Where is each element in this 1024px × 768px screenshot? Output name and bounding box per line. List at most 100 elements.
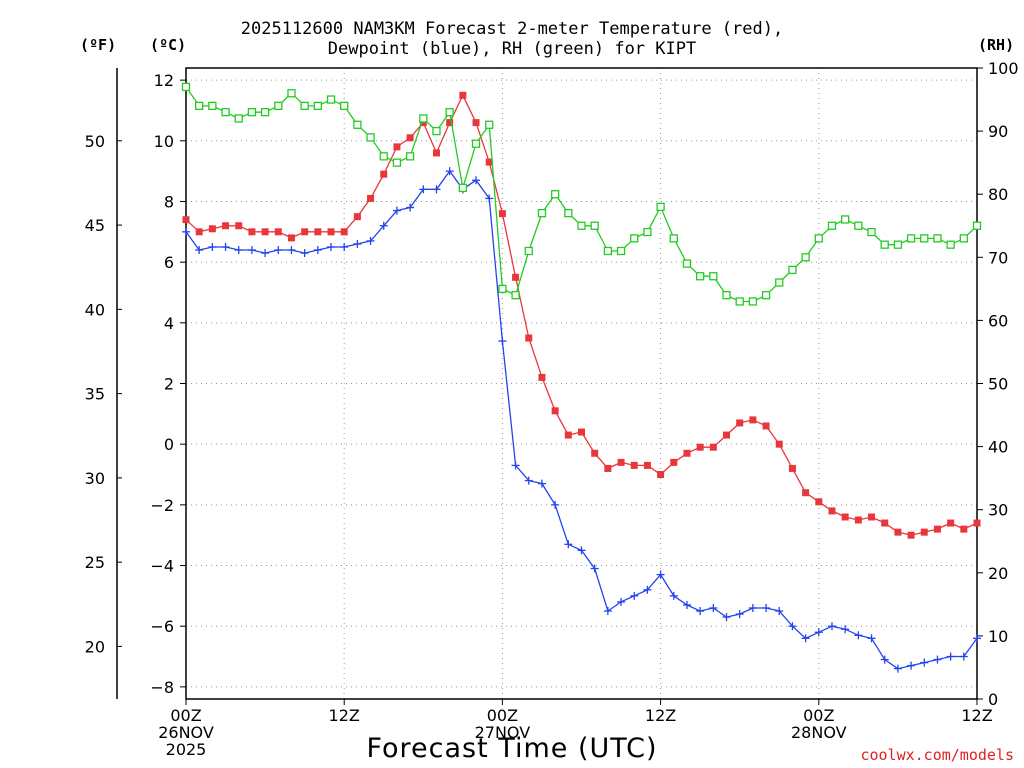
rh-point (696, 272, 705, 281)
dewpoint-series (182, 167, 981, 673)
rh-point (313, 101, 322, 111)
fahrenheit-tick-label: 40 (85, 300, 105, 319)
temperature-point (604, 464, 612, 472)
x-tick-label: 2025 (166, 740, 207, 759)
fahrenheit-tick-label: 20 (85, 637, 105, 656)
chart-title-line-2: Dewpoint (blue), RH (green) for KIPT (327, 39, 697, 59)
dewpoint-point (748, 603, 757, 612)
temperature-point (261, 228, 269, 236)
dewpoint-point (498, 337, 507, 346)
dewpoint-point (313, 246, 322, 255)
rh-tick-label: 40 (988, 438, 1008, 457)
rh-point (603, 246, 613, 256)
dewpoint-point (195, 246, 204, 255)
temperature-point (512, 273, 520, 281)
temperature-point (235, 222, 243, 230)
dewpoint-point (445, 167, 454, 176)
rh-point (274, 101, 283, 111)
dewpoint-point (933, 655, 942, 664)
dewpoint-point (867, 634, 876, 643)
temperature-point (314, 228, 322, 236)
temperature-point (802, 489, 810, 497)
temperature-point (828, 507, 836, 515)
dewpoint-point (300, 249, 309, 258)
temperature-point (551, 407, 559, 415)
dewpoint-point (234, 246, 243, 255)
rh-point (893, 240, 903, 249)
dewpoint-point (669, 591, 678, 600)
rh-point (498, 284, 507, 294)
x-tick-label: 00Z (487, 706, 518, 725)
temperature-point (762, 422, 770, 430)
rh-point (208, 101, 217, 111)
rh-tick-label: 90 (988, 122, 1008, 141)
temperature-point (973, 519, 981, 527)
temperature-point (485, 158, 493, 166)
rh-point (247, 108, 257, 117)
dewpoint-point (511, 461, 520, 470)
rh-point (195, 101, 204, 111)
rh-point (656, 202, 665, 211)
dewpoint-point (340, 242, 349, 251)
dewpoint-point (880, 655, 889, 664)
temperature-point (195, 228, 203, 236)
celsius-tick-label: 2 (164, 375, 174, 394)
celsius-tick-label: 4 (164, 314, 174, 333)
dewpoint-point (419, 185, 428, 194)
rh-tick-label: 80 (988, 185, 1008, 204)
temperature-point (657, 471, 665, 479)
rh-point (366, 133, 375, 142)
dewpoint-point (564, 540, 573, 549)
temperature-point (881, 519, 889, 527)
temperature-point (868, 513, 876, 521)
dewpoint-point (287, 246, 296, 255)
rh-point (550, 190, 560, 199)
dewpoint-point (814, 628, 823, 637)
x-tick-label: 00Z (170, 706, 201, 725)
celsius-tick-label: −2 (150, 496, 174, 515)
temperature-point (696, 443, 704, 451)
rh-point (616, 246, 626, 256)
dewpoint-point (247, 246, 256, 255)
x-axis-title: Forecast Time (UTC) (366, 733, 658, 764)
rh-point (841, 215, 850, 224)
rh-point (392, 158, 402, 167)
dewpoint-point (854, 631, 863, 640)
temperature-point (406, 134, 414, 142)
dewpoint-point (643, 585, 652, 594)
celsius-tick-label: −4 (150, 557, 174, 576)
temperature-point (340, 228, 348, 236)
temperature-point (327, 228, 335, 236)
rh-point (669, 234, 678, 243)
temperature-point (446, 119, 454, 127)
temperature-point (367, 194, 375, 202)
dewpoint-point (801, 634, 810, 643)
rh-point (682, 259, 692, 268)
celsius-tick-label: −6 (150, 617, 174, 636)
temperature-point (841, 513, 849, 521)
temperature-point (472, 119, 480, 127)
rh-tick-label: 30 (988, 501, 1008, 520)
temperature-point (920, 528, 928, 536)
rh-point (972, 221, 982, 230)
dewpoint-point (327, 242, 336, 251)
temperature-point (525, 334, 533, 342)
celsius-tick-label: 10 (154, 132, 174, 151)
rh-tick-label: 20 (988, 564, 1008, 583)
dewpoint-point (353, 239, 362, 248)
rh-point (405, 152, 415, 161)
temperature-point (432, 149, 440, 157)
rh-point (564, 208, 573, 218)
temperature-point (617, 458, 625, 466)
rh-point (920, 234, 929, 243)
rh-point (181, 82, 191, 92)
dewpoint-line (185, 169, 978, 670)
dewpoint-point (406, 203, 415, 212)
dewpoint-point (617, 597, 626, 606)
temperature-point (538, 373, 546, 381)
temperature-point (947, 519, 955, 527)
rh-point (630, 234, 639, 243)
dewpoint-point (590, 564, 599, 573)
dewpoint-point (551, 500, 560, 509)
temperature-point (208, 225, 216, 233)
